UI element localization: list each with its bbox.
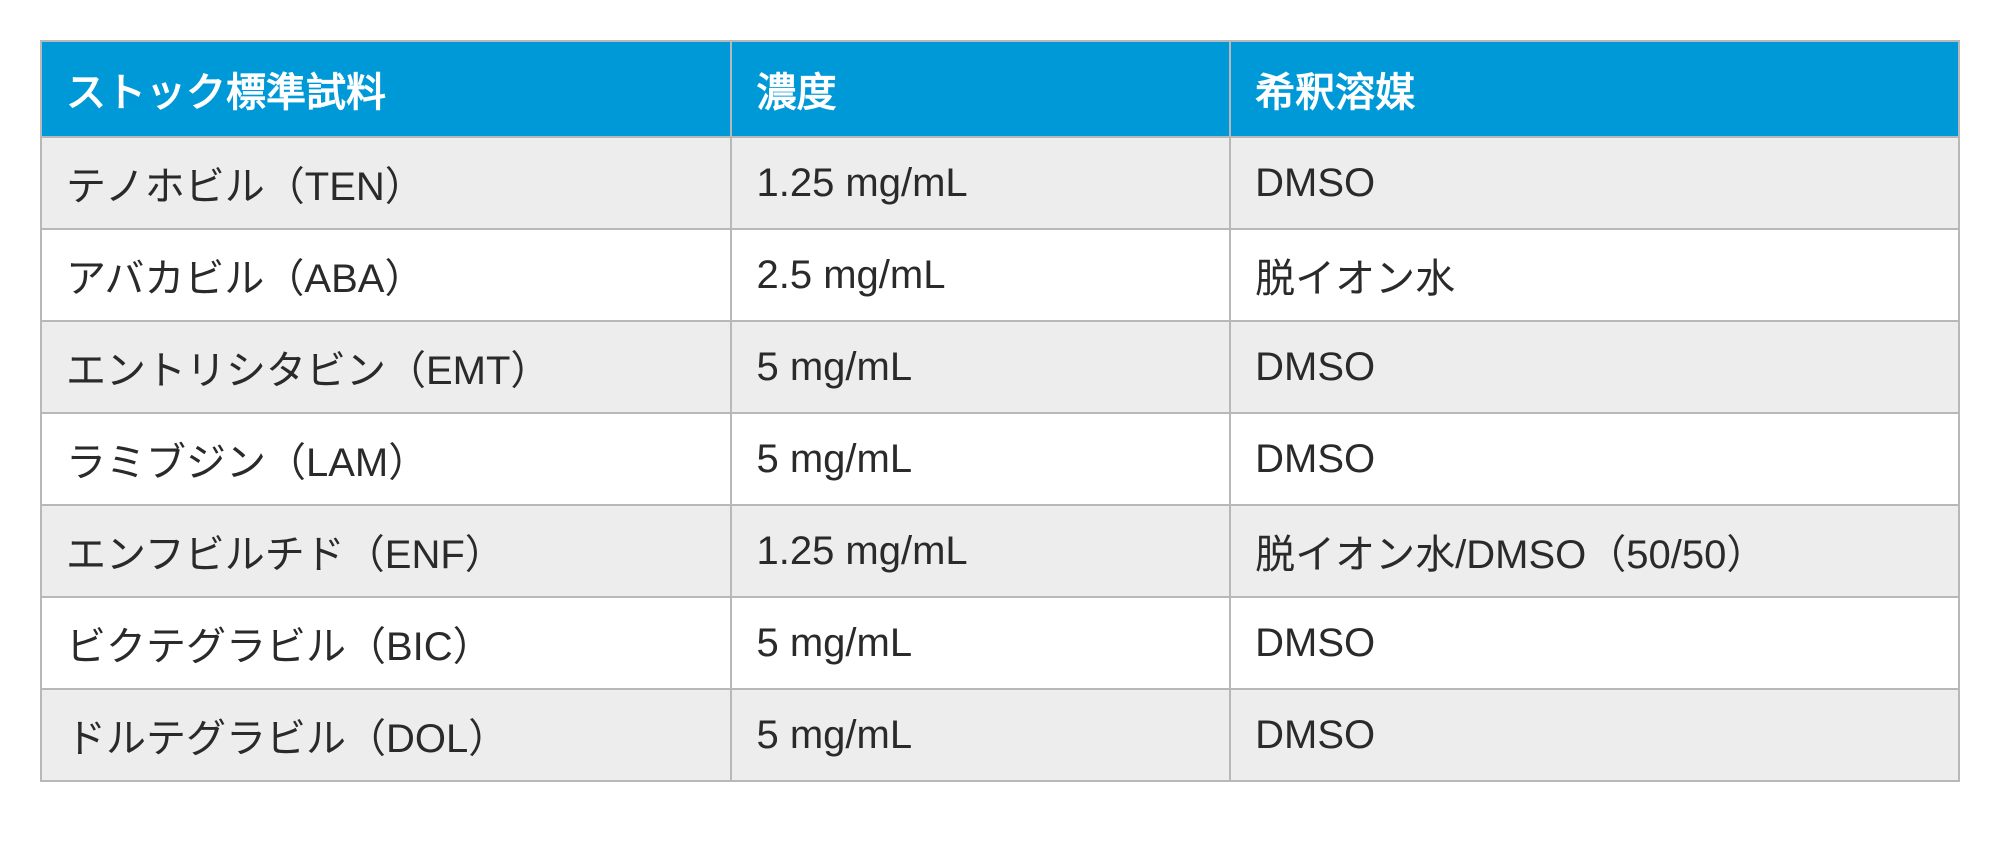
cell-concentration: 5 mg/mL xyxy=(731,321,1230,413)
cell-diluent: DMSO xyxy=(1230,321,1959,413)
cell-diluent: DMSO xyxy=(1230,689,1959,781)
cell-sample: エンフビルチド（ENF） xyxy=(41,505,731,597)
table-container: ストック標準試料 濃度 希釈溶媒 テノホビル（TEN） 1.25 mg/mL D… xyxy=(40,40,1960,782)
header-diluent: 希釈溶媒 xyxy=(1230,41,1959,137)
cell-diluent: DMSO xyxy=(1230,137,1959,229)
table-row: アバカビル（ABA） 2.5 mg/mL 脱イオン水 xyxy=(41,229,1959,321)
table-row: エンフビルチド（ENF） 1.25 mg/mL 脱イオン水/DMSO（50/50… xyxy=(41,505,1959,597)
table-row: テノホビル（TEN） 1.25 mg/mL DMSO xyxy=(41,137,1959,229)
cell-concentration: 1.25 mg/mL xyxy=(731,137,1230,229)
cell-diluent: 脱イオン水/DMSO（50/50） xyxy=(1230,505,1959,597)
cell-sample: アバカビル（ABA） xyxy=(41,229,731,321)
cell-diluent: DMSO xyxy=(1230,597,1959,689)
cell-sample: テノホビル（TEN） xyxy=(41,137,731,229)
cell-concentration: 5 mg/mL xyxy=(731,689,1230,781)
cell-sample: ラミブジン（LAM） xyxy=(41,413,731,505)
cell-concentration: 5 mg/mL xyxy=(731,597,1230,689)
header-concentration: 濃度 xyxy=(731,41,1230,137)
table-header: ストック標準試料 濃度 希釈溶媒 xyxy=(41,41,1959,137)
table-body: テノホビル（TEN） 1.25 mg/mL DMSO アバカビル（ABA） 2.… xyxy=(41,137,1959,781)
cell-diluent: DMSO xyxy=(1230,413,1959,505)
cell-concentration: 5 mg/mL xyxy=(731,413,1230,505)
cell-sample: ビクテグラビル（BIC） xyxy=(41,597,731,689)
cell-concentration: 2.5 mg/mL xyxy=(731,229,1230,321)
header-stock-standard: ストック標準試料 xyxy=(41,41,731,137)
table-row: エントリシタビン（EMT） 5 mg/mL DMSO xyxy=(41,321,1959,413)
table-row: ラミブジン（LAM） 5 mg/mL DMSO xyxy=(41,413,1959,505)
cell-sample: エントリシタビン（EMT） xyxy=(41,321,731,413)
cell-concentration: 1.25 mg/mL xyxy=(731,505,1230,597)
data-table: ストック標準試料 濃度 希釈溶媒 テノホビル（TEN） 1.25 mg/mL D… xyxy=(40,40,1960,782)
table-row: ドルテグラビル（DOL） 5 mg/mL DMSO xyxy=(41,689,1959,781)
cell-diluent: 脱イオン水 xyxy=(1230,229,1959,321)
cell-sample: ドルテグラビル（DOL） xyxy=(41,689,731,781)
table-row: ビクテグラビル（BIC） 5 mg/mL DMSO xyxy=(41,597,1959,689)
header-row: ストック標準試料 濃度 希釈溶媒 xyxy=(41,41,1959,137)
